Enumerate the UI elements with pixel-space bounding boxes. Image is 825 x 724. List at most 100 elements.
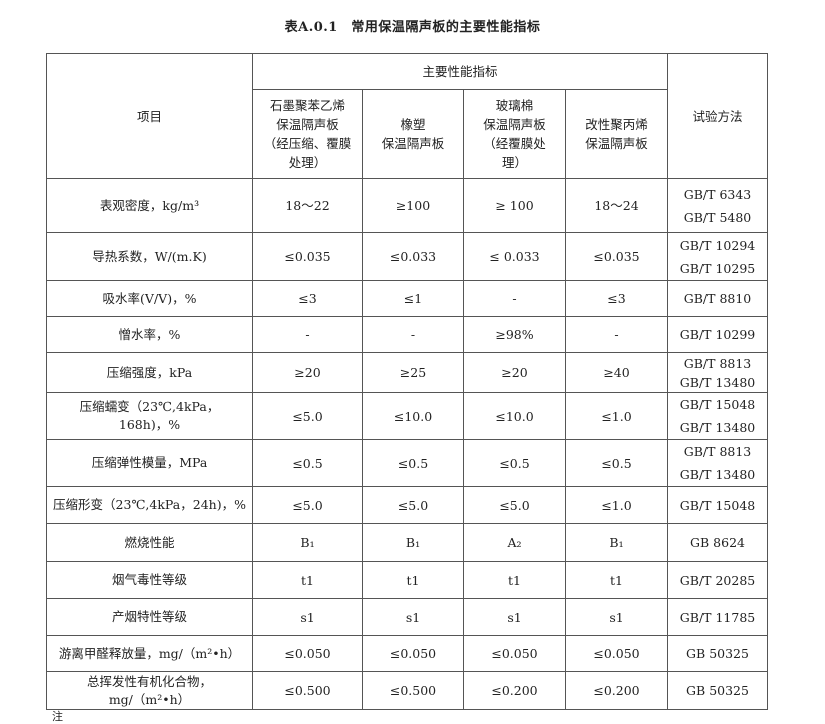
value-cell: ≤0.500: [252, 671, 363, 710]
cell-line: 玻璃棉: [495, 98, 534, 113]
header-item: 项目: [46, 53, 253, 179]
value-cell: t1: [463, 561, 566, 599]
value-cell: ≤0.035: [252, 232, 363, 281]
value-cell: B₁: [564, 523, 669, 562]
method-cell: GB/T 8813 GB/T 13480: [667, 352, 769, 393]
cell-line: 保温隔声板: [381, 136, 445, 151]
value-cell: ≤5.0: [362, 486, 464, 524]
cell-line: GB/T 13480: [679, 374, 756, 390]
method-cell: GB 50325: [667, 671, 769, 710]
table-row: 压缩蠕变（23℃,4kPa， 168h)，% ≤5.0 ≤10.0 ≤10.0 ≤1.0 G…: [46, 392, 769, 440]
table-row: 导热系数，W/(m.K) ≤0.035 ≤0.033 ≤ 0.033 ≤0.035 GB/…: [46, 232, 769, 281]
cell-line: 表观密度，kg/m³: [99, 197, 200, 213]
value-cell: 18～22: [252, 178, 363, 233]
value-cell: ≤0.050: [252, 635, 363, 672]
value-cell: t1: [564, 561, 669, 599]
value-cell: ≤0.200: [564, 671, 669, 710]
table-title: 表A.0.1 常用保温隔声板的主要性能指标: [284, 20, 541, 35]
cell-line: GB/T 13480: [679, 467, 756, 482]
note-label: 注: [52, 710, 63, 723]
table-row: 压缩强度，kPa ≥20 ≥25 ≥20 ≥40 GB/T 8813 GB/T 13480: [46, 352, 769, 393]
cell-line: GB/T 15048: [679, 497, 756, 513]
cell-line: 吸水率(V/V)，%: [102, 290, 197, 306]
cell-line: GB/T 11785: [679, 609, 756, 625]
cell-line: 烟气毒性等级: [111, 572, 187, 587]
value-cell: ≤ 0.033: [463, 232, 566, 281]
cell-line: 燃烧性能: [124, 534, 175, 550]
row-item: 压缩蠕变（23℃,4kPa， 168h)，%: [46, 392, 253, 440]
table-row: 压缩弹性模量，MPa ≤0.5 ≤0.5 ≤0.5 ≤0.5 GB/T 8813 GB/T …: [46, 439, 769, 487]
header-material: 石墨聚苯乙烯 保温隔声板 （经压缩、覆膜 处理）: [252, 89, 363, 179]
value-cell: -: [564, 316, 669, 353]
value-cell: ≥40: [564, 352, 669, 393]
method-cell: GB/T 15048 GB/T 13480: [667, 392, 769, 440]
cell-line: 游离甲醛释放量，mg/（m²•h）: [58, 645, 241, 661]
value-cell: ≥20: [252, 352, 363, 393]
header-material: 橡塑 保温隔声板: [362, 89, 464, 179]
row-item: 憎水率，%: [46, 316, 253, 353]
cell-line: GB/T 10295: [679, 260, 756, 276]
row-item: 压缩形变（23℃,4kPa，24h)，%: [46, 486, 253, 524]
value-cell: B₁: [362, 523, 464, 562]
cell-line: GB/T 10294: [679, 237, 756, 253]
row-item: 游离甲醛释放量，mg/（m²•h）: [46, 635, 253, 672]
method-cell: GB/T 8813 GB/T 13480: [667, 439, 769, 487]
value-cell: ≥20: [463, 352, 566, 393]
method-cell: GB/T 20285: [667, 561, 769, 599]
table-row: 游离甲醛释放量，mg/（m²•h） ≤0.050 ≤0.050 ≤0.050 ≤0.05…: [46, 635, 769, 672]
method-cell: GB/T 11785: [667, 598, 769, 636]
cell-line: 压缩弹性模量，MPa: [91, 455, 208, 470]
value-cell: s1: [252, 598, 363, 636]
cell-line: GB/T 8810: [683, 291, 752, 306]
method-cell: GB 8624: [667, 523, 769, 562]
table-row: 压缩形变（23℃,4kPa，24h)，% ≤5.0 ≤5.0 ≤5.0 ≤1.0 GB/T…: [46, 486, 769, 524]
row-item: 表观密度，kg/m³: [46, 178, 253, 233]
value-cell: ≥98%: [463, 316, 566, 353]
cell-line: GB/T 20285: [679, 572, 756, 588]
value-cell: -: [463, 280, 566, 317]
value-cell: ≤3: [252, 280, 363, 317]
table-row: 表观密度，kg/m³ 18～22 ≥100 ≥ 100 18～24 GB/T 6343 GB…: [46, 178, 769, 233]
value-cell: 18～24: [564, 178, 669, 233]
cell-line: 橡塑: [400, 117, 426, 132]
cell-line: 处理）: [288, 155, 327, 170]
value-cell: -: [252, 316, 363, 353]
cell-line: GB 50325: [686, 646, 749, 661]
value-cell: B₁: [252, 523, 363, 562]
value-cell: -: [362, 316, 464, 353]
value-cell: ≥100: [362, 178, 464, 233]
cell-line: 石墨聚苯乙烯: [269, 98, 345, 113]
value-cell: ≤5.0: [463, 486, 566, 524]
cell-line: 保温隔声板: [585, 136, 648, 151]
cell-line: GB/T 5480: [683, 209, 752, 225]
cell-line: GB/T 15048: [679, 397, 756, 412]
method-cell: GB/T 6343 GB/T 5480: [667, 178, 769, 233]
header-material: 玻璃棉 保温隔声板 （经覆膜处 理）: [463, 89, 566, 179]
value-cell: ≥ 100: [463, 178, 566, 233]
value-cell: ≤5.0: [252, 392, 363, 440]
method-cell: GB 50325: [667, 635, 769, 672]
cell-line: GB 8624: [690, 535, 745, 550]
value-cell: ≤10.0: [463, 392, 566, 440]
cell-line: mg/（m²•h）: [108, 691, 191, 707]
value-cell: ≤0.5: [362, 439, 464, 487]
value-cell: ≤10.0: [362, 392, 464, 440]
value-cell: ≤0.035: [564, 232, 669, 281]
cell-line: （经覆膜处: [483, 136, 546, 151]
value-cell: ≤0.5: [564, 439, 669, 487]
header-material: 改性聚丙烯 保温隔声板: [564, 89, 669, 179]
table-row: 吸水率(V/V)，% ≤3 ≤1- ≤3 GB/T 8810: [46, 280, 769, 317]
value-cell: ≤0.5: [463, 439, 566, 487]
row-item: 总挥发性有机化合物， mg/（m²•h）: [46, 671, 253, 710]
value-cell: s1: [463, 598, 566, 636]
row-item: 压缩强度，kPa: [46, 352, 253, 393]
table-row: 燃烧性能 B₁ B₁ A₂ B₁ GB 8624: [46, 523, 769, 562]
cell-line: 保温隔声板: [483, 117, 546, 132]
value-cell: ≤0.200: [463, 671, 566, 710]
table-row: 烟气毒性等级 t1 t1 t1 t1 GB/T 20285: [46, 561, 769, 599]
row-item: 燃烧性能: [46, 523, 253, 562]
cell-line: 导热系数，W/(m.K): [92, 248, 207, 264]
value-cell: ≤5.0: [252, 486, 363, 524]
method-cell: GB/T 8810: [667, 280, 769, 317]
cell-line: 压缩蠕变（23℃,4kPa，: [79, 399, 220, 414]
